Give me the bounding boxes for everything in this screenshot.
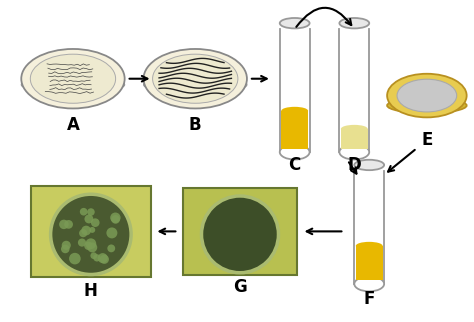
Text: H: H (84, 282, 98, 300)
Ellipse shape (354, 160, 384, 170)
Circle shape (93, 254, 100, 261)
Circle shape (84, 214, 93, 223)
Circle shape (62, 241, 71, 250)
Text: B: B (189, 116, 201, 134)
Ellipse shape (387, 98, 466, 113)
Circle shape (61, 245, 70, 253)
Circle shape (106, 227, 118, 238)
Circle shape (84, 242, 92, 250)
Text: G: G (233, 278, 247, 296)
Ellipse shape (387, 74, 466, 118)
Ellipse shape (153, 54, 238, 103)
Circle shape (111, 215, 120, 224)
Ellipse shape (144, 76, 247, 94)
Circle shape (100, 255, 109, 264)
Bar (341, 31, 368, 129)
Circle shape (107, 244, 115, 252)
Bar (341, 129, 368, 148)
Circle shape (201, 196, 279, 273)
Ellipse shape (397, 79, 457, 112)
Circle shape (110, 213, 120, 223)
Text: E: E (421, 131, 433, 149)
Circle shape (64, 220, 73, 229)
Bar (281, 31, 308, 111)
Circle shape (82, 226, 91, 235)
Ellipse shape (144, 49, 247, 109)
Ellipse shape (354, 277, 384, 291)
Text: A: A (66, 116, 80, 134)
Text: C: C (289, 156, 301, 174)
Ellipse shape (356, 242, 383, 250)
Ellipse shape (341, 125, 368, 133)
Text: F: F (364, 290, 375, 308)
Circle shape (98, 253, 108, 263)
Ellipse shape (339, 18, 369, 28)
Circle shape (91, 218, 100, 227)
Bar (356, 246, 383, 280)
Bar (183, 188, 297, 275)
Text: D: D (347, 156, 361, 174)
Circle shape (59, 220, 69, 229)
Circle shape (87, 208, 95, 216)
Circle shape (80, 208, 88, 215)
Circle shape (78, 239, 86, 247)
Circle shape (51, 194, 131, 274)
Ellipse shape (280, 145, 310, 159)
Ellipse shape (21, 76, 125, 94)
Circle shape (79, 229, 87, 237)
Ellipse shape (21, 49, 125, 109)
Circle shape (87, 242, 97, 252)
Ellipse shape (280, 18, 310, 28)
Circle shape (69, 253, 81, 264)
Bar (31, 186, 151, 277)
Circle shape (89, 227, 95, 233)
Ellipse shape (281, 107, 308, 115)
Circle shape (91, 252, 97, 259)
Circle shape (85, 238, 96, 249)
Bar (356, 173, 383, 246)
Ellipse shape (339, 145, 369, 159)
Ellipse shape (30, 54, 116, 103)
Bar (281, 111, 308, 148)
